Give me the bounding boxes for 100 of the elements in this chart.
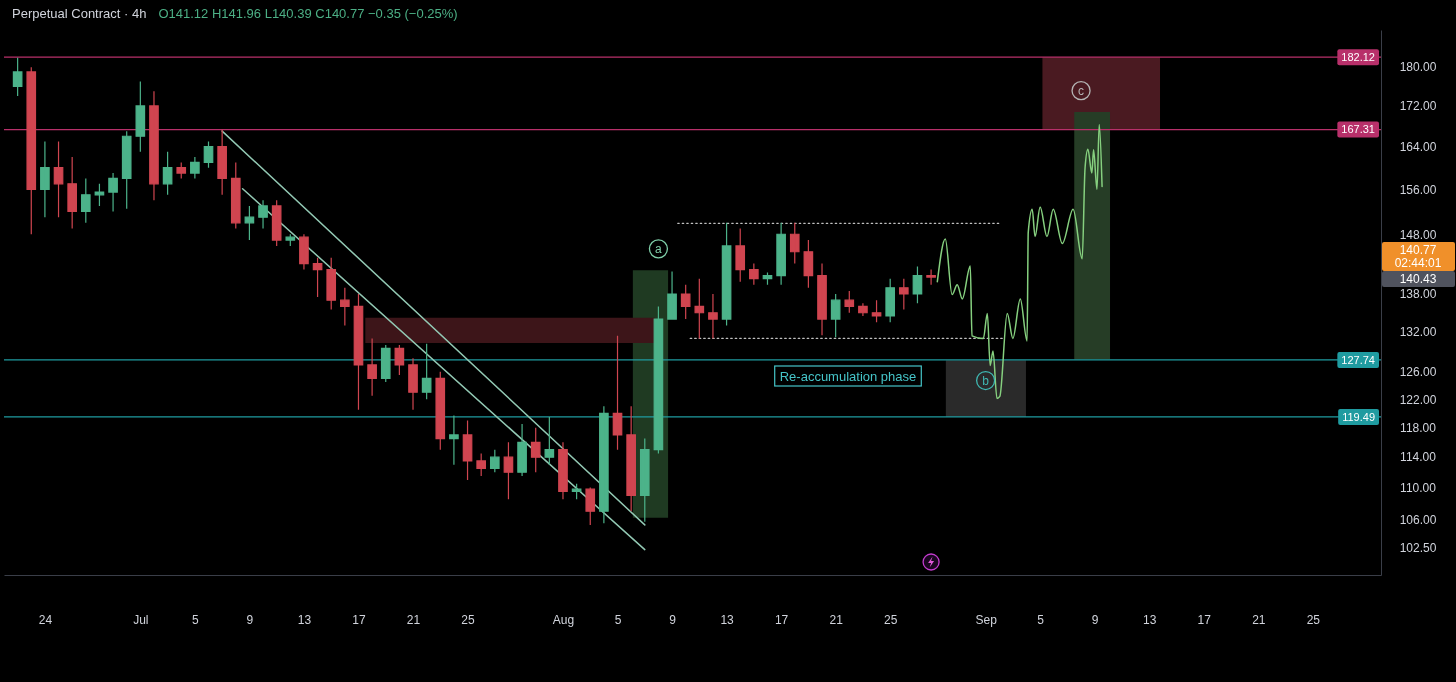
candlestick (394, 344, 405, 376)
candlestick (271, 199, 282, 247)
x-tick-label: 17 (774, 612, 789, 627)
x-tick-label: 17 (352, 612, 366, 627)
candlestick (667, 270, 677, 320)
candlestick (789, 222, 800, 265)
candlestick (830, 293, 841, 338)
candlestick (489, 449, 500, 473)
x-tick-label: 13 (720, 612, 735, 627)
x-tick-label: 21 (1252, 612, 1266, 627)
annotation: b (982, 373, 990, 388)
x-tick-label: 9 (669, 612, 677, 627)
candlestick (858, 302, 868, 317)
candlestick (190, 156, 200, 180)
x-tick-label: 9 (246, 612, 254, 627)
y-tick-label: 114.00 (1400, 450, 1437, 465)
annotation: Re-accumulation phase (779, 368, 917, 384)
candlestick (162, 151, 173, 196)
y-tick-label: 126.00 (1399, 365, 1437, 380)
candlestick (367, 337, 377, 397)
x-tick-label: 25 (884, 612, 898, 627)
candlestick (708, 293, 718, 340)
y-tick-label: 148.00 (1399, 227, 1437, 242)
candlestick (721, 222, 732, 327)
candlestick (926, 269, 936, 286)
x-tick-label: 5 (1037, 612, 1045, 627)
y-tick-label: 118.00 (1400, 421, 1437, 436)
candlestick (299, 233, 309, 271)
candlestick (149, 90, 159, 201)
candlestick (94, 183, 105, 207)
candlestick (544, 416, 555, 466)
y-tick-label: 122.00 (1399, 392, 1437, 407)
candlestick (599, 405, 609, 524)
candlestick (735, 227, 746, 283)
x-tick-label: 13 (1143, 612, 1157, 627)
candlestick (67, 156, 77, 230)
y-tick-label: 132.00 (1399, 325, 1437, 340)
candlestick (353, 293, 364, 411)
candlestick (680, 284, 691, 320)
candlestick (530, 427, 541, 473)
candlestick (435, 371, 446, 451)
candlestick (817, 263, 827, 336)
candlestick (108, 172, 118, 213)
candlestick (135, 80, 146, 153)
candlestick (558, 441, 568, 500)
y-tick-label: 106.00 (1399, 512, 1437, 527)
x-tick-label: 5 (192, 612, 200, 627)
x-tick-label: 9 (1091, 612, 1099, 627)
y-tick-label: 172.00 (1399, 99, 1437, 114)
candlestick (217, 129, 227, 196)
x-tick-label: 17 (1197, 612, 1212, 627)
candlestick (585, 487, 596, 526)
x-tick-label: 24 (38, 612, 53, 627)
y-tick-label: 102.50 (1399, 541, 1437, 556)
y-tick-label: 180.00 (1399, 60, 1437, 75)
candlestick (844, 290, 855, 314)
x-tick-label: Sep (975, 612, 998, 627)
y-tick-label: 138.00 (1399, 287, 1437, 302)
candlestick (571, 483, 582, 500)
ref-line-label: 119.49 (1342, 410, 1375, 423)
x-tick-label: 13 (297, 612, 312, 627)
candlestick (776, 222, 786, 286)
candlestick (612, 335, 623, 451)
candlestick (639, 438, 650, 523)
annotation: a (655, 242, 663, 257)
candlestick (885, 278, 896, 323)
candlestick (40, 140, 50, 218)
x-tick-label: 21 (406, 612, 421, 627)
candlestick (421, 343, 432, 400)
candlestick (326, 257, 337, 311)
candlestick (762, 272, 773, 286)
x-tick-label: 25 (461, 612, 476, 627)
candlestick (517, 423, 527, 477)
annotation: c (1078, 83, 1085, 98)
candlestick (12, 57, 23, 97)
candlestick (626, 405, 636, 512)
ref-line-label: 182.12 (1341, 50, 1375, 63)
candlestick (694, 278, 705, 340)
y-tick-label: 164.00 (1399, 139, 1437, 154)
ref-line-label: 127.74 (1341, 353, 1375, 366)
candlestick (749, 263, 759, 286)
candlestick (871, 299, 882, 323)
y-tick-label: 156.00 (1399, 182, 1437, 197)
candlestick (80, 177, 91, 224)
candlestick (285, 233, 296, 247)
x-tick-label: 21 (829, 612, 844, 627)
candlestick (244, 205, 255, 241)
text: 140.77 02:44:01 (1394, 243, 1442, 271)
candlestick (912, 266, 923, 304)
candlestick (380, 344, 391, 383)
candlestick (26, 66, 37, 235)
chart-subtitle: O141.12 H141.96 L140.39 C140.77 −0.35 (−0.25%) (158, 6, 458, 21)
candlestick (899, 278, 909, 311)
candlestick (462, 419, 473, 481)
candlestick (203, 140, 214, 169)
candlestick (230, 161, 241, 230)
candlestick (258, 199, 268, 230)
text: 140.43 (1399, 272, 1437, 287)
candlestick (312, 257, 323, 298)
candlestick (408, 357, 418, 411)
